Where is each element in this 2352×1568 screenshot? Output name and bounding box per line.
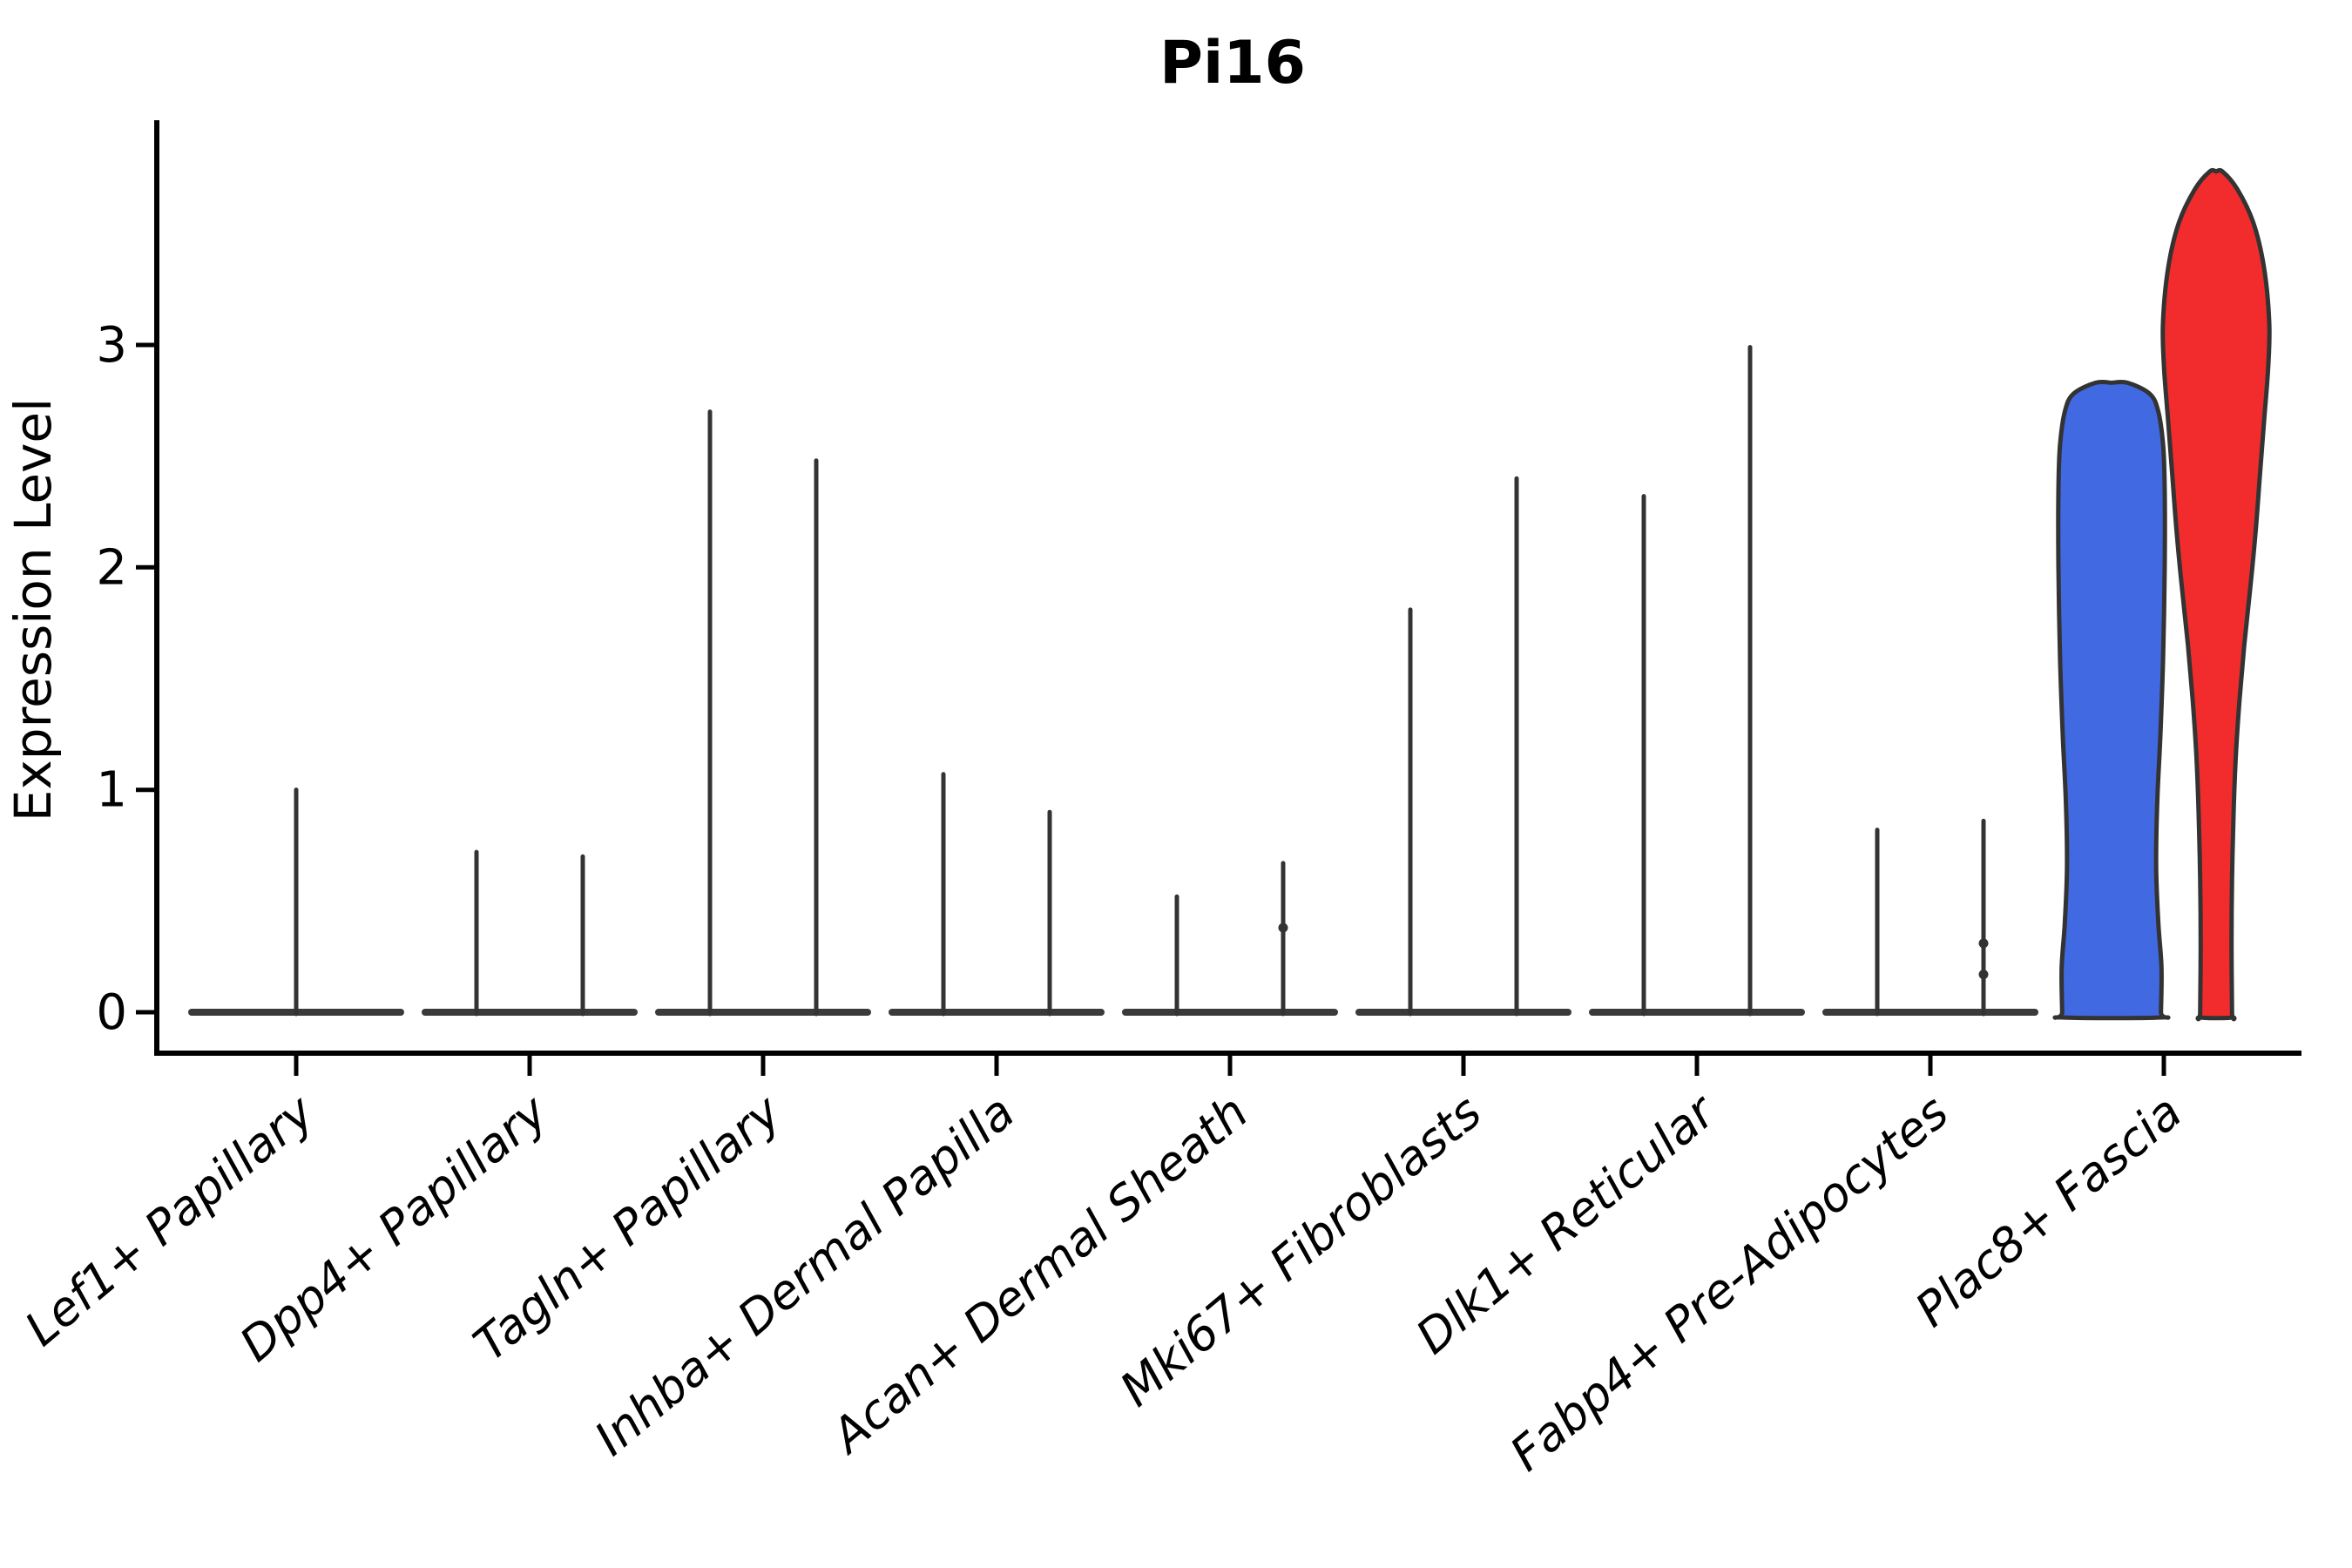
x-category-label-7: Fabp4+ Pre-Adipocytes [1500, 1085, 1959, 1482]
violin-body [2052, 379, 2171, 1021]
x-category-label-4: Acan+ Dermal Sheath [820, 1085, 1259, 1465]
y-axis-label: Expression Level [3, 398, 63, 821]
x-ticks [294, 1053, 2166, 1076]
violin-base-bar [1122, 1009, 1338, 1016]
x-category-label-3: Inhba+ Dermal Papilla [585, 1085, 1025, 1466]
violin-base-bar [655, 1009, 871, 1016]
outlier-dot [1978, 970, 1989, 980]
chart-title: Pi16 [1159, 29, 1306, 98]
violin-body [2160, 167, 2272, 1022]
outlier-dot [1278, 923, 1288, 933]
violin-base-bar [1822, 1009, 2038, 1016]
violin-base-bar [889, 1009, 1105, 1016]
violin-base-bar [1589, 1009, 1805, 1016]
violin-base-bar [1355, 1009, 1571, 1016]
outlier-dot [1978, 938, 1989, 949]
y-tick-labels: 0 1 2 3 [96, 317, 127, 1041]
y-tick-label-2: 2 [96, 539, 127, 596]
violin-base-bar [422, 1009, 638, 1016]
violins-layer [188, 167, 2272, 1022]
y-tick-label-0: 0 [96, 984, 127, 1041]
y-ticks [136, 342, 157, 1015]
y-tick-label-1: 1 [96, 762, 127, 819]
y-tick-label-3: 3 [96, 317, 127, 374]
